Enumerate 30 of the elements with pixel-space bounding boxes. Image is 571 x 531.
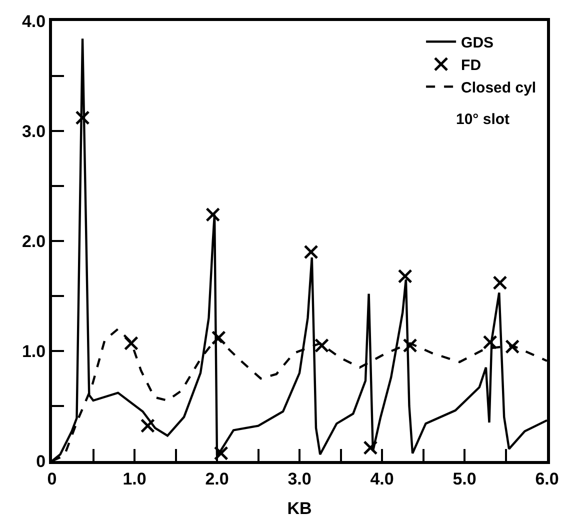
x-tick-label: 4.0 [370, 469, 394, 488]
point [304, 244, 318, 260]
point [314, 338, 330, 353]
point [505, 339, 520, 354]
point [402, 338, 418, 353]
x-tick-label: 6.0 [535, 469, 559, 488]
point [140, 418, 155, 434]
x-tick-label: 3.0 [288, 469, 312, 488]
point [211, 330, 226, 346]
y-tick-label: 1.0 [22, 342, 46, 361]
y-tick-label: 4.0 [22, 12, 46, 31]
point [75, 110, 90, 126]
point [214, 446, 228, 461]
legend-label: FD [461, 57, 482, 74]
legend-label: Closed cyl [461, 80, 536, 96]
y-tick-label: 2.0 [22, 232, 46, 251]
legend-label: GDS [461, 34, 494, 52]
x-tick-label: 2.0 [205, 469, 229, 488]
x-tick-label: 5.0 [452, 469, 476, 488]
point [398, 268, 412, 284]
y-tick-label: 0 [36, 452, 46, 471]
y-tick-label: 3.0 [22, 122, 46, 141]
point [363, 440, 378, 456]
point [482, 334, 498, 350]
x-axis-title: KB [287, 498, 312, 518]
point [124, 336, 138, 351]
point [492, 276, 508, 290]
x-tick-label: 1.0 [122, 469, 146, 488]
annotation: 10° slot [456, 111, 510, 128]
point [206, 207, 220, 222]
